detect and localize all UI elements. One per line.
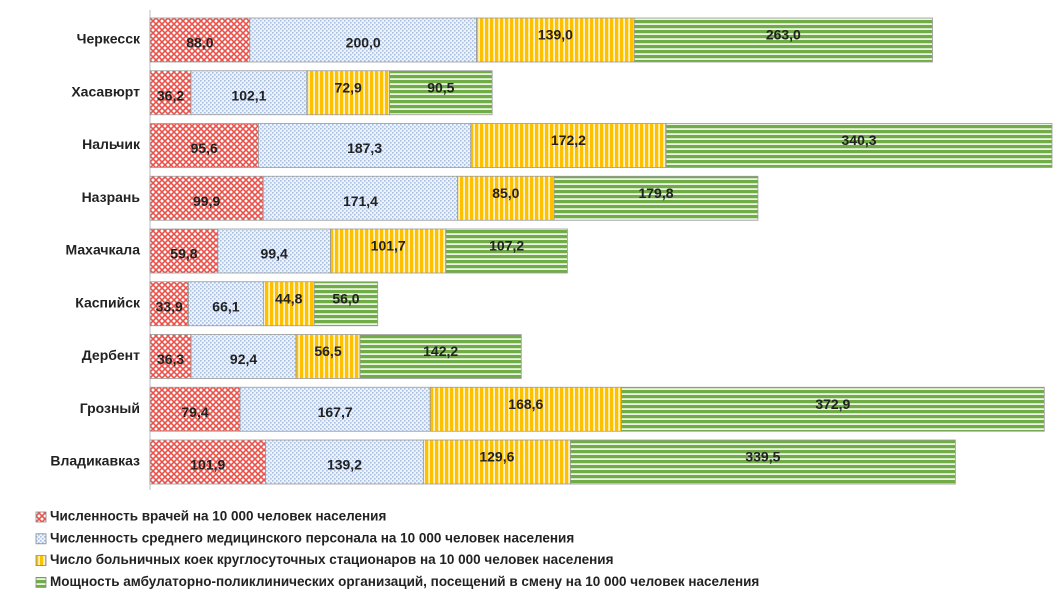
bar-segment: [258, 123, 472, 168]
category-label: Грозный: [80, 400, 140, 416]
legend-swatch: [35, 511, 47, 523]
bar-segment: [149, 281, 189, 327]
bar-segment: [665, 123, 1053, 168]
value-label: 90,5: [427, 79, 454, 95]
value-label: 200,0: [346, 35, 381, 51]
bar-segment: [553, 175, 759, 221]
legend-swatch: [35, 555, 47, 566]
bar-segment: [149, 175, 264, 221]
value-label: 167,7: [318, 404, 353, 420]
value-label: 59,8: [170, 246, 197, 262]
value-label: 179,8: [638, 185, 673, 201]
legend-label: Численность врачей на 10 000 человек нас…: [50, 509, 386, 524]
value-label: 101,9: [190, 457, 225, 473]
value-label: 92,4: [230, 351, 257, 367]
value-label: 263,0: [766, 27, 801, 43]
value-label: 168,6: [508, 396, 543, 412]
value-label: 85,0: [492, 185, 519, 201]
value-label: 44,8: [275, 290, 302, 306]
bar-segment: [265, 439, 424, 485]
bar-segment: [190, 70, 308, 116]
category-label: Махачкала: [66, 242, 141, 258]
legend-swatch: [35, 533, 47, 545]
bar-segment: [313, 281, 379, 327]
bar-segment: [149, 386, 241, 432]
bar-segment: [445, 228, 568, 274]
value-label: 129,6: [479, 449, 514, 465]
bar-segment: [149, 17, 251, 63]
value-label: 187,3: [347, 140, 382, 156]
value-label: 95,6: [191, 140, 218, 156]
bar-segment: [470, 123, 667, 168]
value-label: 56,5: [314, 343, 341, 359]
legend-label: Численность среднего медицинского персон…: [50, 530, 574, 545]
value-label: 102,1: [231, 87, 266, 103]
bar-segment: [239, 386, 431, 432]
bar-segment: [476, 17, 635, 63]
bar-segment: [249, 17, 477, 63]
value-label: 99,4: [261, 246, 288, 262]
value-label: 36,2: [157, 87, 184, 103]
value-label: 172,2: [551, 132, 586, 148]
bar-segment: [429, 386, 622, 432]
legend-swatch: [35, 577, 47, 588]
bar-segment: [457, 175, 555, 221]
bar-segment: [330, 228, 447, 274]
category-label: Каспийск: [75, 294, 141, 310]
value-label: 142,2: [423, 343, 458, 359]
category-label: Нальчик: [82, 136, 141, 152]
bar-segment: [262, 175, 459, 221]
value-label: 340,3: [842, 132, 877, 148]
value-label: 139,2: [327, 457, 362, 473]
bar-segment: [149, 123, 259, 168]
value-label: 36,3: [157, 351, 184, 367]
category-label: Дербент: [82, 347, 140, 363]
value-label: 171,4: [343, 193, 378, 209]
bar-segment: [190, 334, 297, 379]
value-label: 372,9: [815, 396, 850, 412]
category-label: Назрань: [82, 189, 141, 205]
bar-segment: [149, 439, 266, 485]
category-label: Черкесск: [77, 31, 141, 47]
value-label: 56,0: [332, 290, 359, 306]
bar-segment: [423, 439, 571, 485]
value-label: 99,9: [193, 193, 220, 209]
category-label: Владикавказ: [50, 453, 140, 469]
value-label: 107,2: [489, 238, 524, 254]
bar-segment: [295, 334, 361, 379]
value-label: 33,9: [156, 298, 183, 314]
value-label: 79,4: [181, 404, 208, 420]
value-label: 72,9: [335, 79, 362, 95]
legend-label: Число больничных коек круглосуточных ста…: [50, 552, 613, 567]
bar-segment: [359, 334, 522, 379]
value-label: 66,1: [212, 298, 239, 314]
category-label: Хасавюрт: [71, 83, 140, 99]
bar-segment: [389, 70, 493, 116]
bar-segment: [569, 439, 956, 485]
bar-segment: [633, 17, 933, 63]
bar-segment: [217, 228, 331, 274]
value-label: 101,7: [371, 238, 406, 254]
bar-segment: [263, 281, 315, 327]
value-label: 339,5: [745, 449, 780, 465]
bar-segment: [621, 386, 1045, 432]
value-label: 88,0: [186, 35, 213, 51]
legend-label: Мощность амбулаторно-поликлинических орг…: [50, 574, 759, 589]
value-label: 139,0: [538, 27, 573, 43]
bar-segment: [149, 228, 219, 274]
